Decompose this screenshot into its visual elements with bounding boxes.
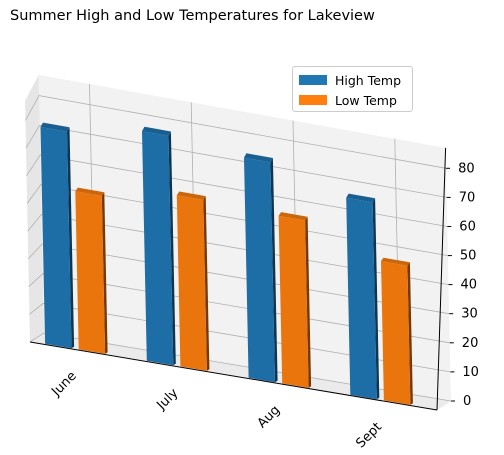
bar-top (176, 191, 206, 200)
bar-front (142, 131, 174, 366)
legend-swatch-low (299, 95, 327, 105)
bar-top (278, 212, 308, 221)
bar-low-temp-aug (278, 212, 312, 388)
y-tick-label: 50 (460, 249, 477, 264)
y-tick-label: 10 (462, 365, 479, 380)
bar-low-temp-june (75, 187, 108, 354)
bar-high-temp-aug (244, 153, 278, 383)
bar-side (203, 196, 210, 371)
chart-legend: High Temp Low Temp (292, 66, 413, 112)
x-tick-label-aug: Aug (255, 403, 284, 432)
bar-low-temp-sept (381, 257, 413, 405)
gridline-y (26, 184, 448, 256)
legend-label-low: Low Temp (335, 92, 397, 108)
bar-top (142, 126, 171, 136)
x-tick-label-june: June (48, 369, 79, 400)
bar-front (75, 191, 106, 354)
bar-front (381, 261, 411, 405)
gridline-y (28, 243, 450, 315)
bar-side (101, 192, 108, 354)
bar-high-temp-june (40, 122, 75, 349)
bar-front (244, 157, 275, 383)
bar-low-temp-july (176, 191, 210, 371)
bar-high-temp-sept (346, 193, 380, 400)
legend-label-high: High Temp (335, 72, 402, 88)
x-tick-label-sept: Sept (353, 420, 385, 452)
bar-side (372, 198, 380, 400)
chart-bars (40, 122, 413, 405)
legend-item-high: High Temp (299, 72, 401, 88)
bar-top (40, 122, 70, 132)
gridline-y (25, 124, 447, 198)
bar-top (346, 193, 376, 203)
x-tick-label-july: July (154, 386, 182, 414)
bar-side (407, 262, 413, 405)
gridline-y (25, 95, 447, 169)
bar-front (278, 215, 309, 388)
gridline-y (26, 154, 448, 227)
bar-side (67, 127, 75, 349)
bar-front (40, 127, 72, 349)
gridline-y (27, 213, 449, 285)
gridline-y (28, 273, 450, 344)
y-tick-label: 80 (458, 161, 475, 176)
bar-front (346, 197, 377, 400)
bar-top (75, 187, 105, 196)
bar-high-temp-july (142, 126, 176, 366)
bar-side (168, 131, 176, 366)
y-tick-label: 70 (459, 190, 476, 205)
floor-pane (30, 333, 451, 410)
gridline-y (29, 332, 452, 402)
bar-top (381, 257, 410, 266)
bar-front (176, 195, 207, 371)
y-tick-label: 0 (463, 394, 471, 409)
legend-item-low: Low Temp (299, 92, 397, 108)
y-tick-label: 30 (461, 307, 478, 322)
bar-side (270, 158, 278, 383)
y-tick-label: 60 (459, 220, 476, 235)
y-tick-label: 20 (462, 336, 479, 351)
legend-swatch-high (299, 75, 327, 85)
chart-title: Summer High and Low Temperatures for Lak… (10, 8, 375, 24)
y-axis-line (436, 147, 447, 411)
x-axis-line (29, 341, 438, 411)
gridline-y (29, 302, 451, 373)
y-tick-label: 40 (461, 278, 478, 293)
bar-top (244, 153, 273, 163)
bar-side (305, 216, 312, 388)
